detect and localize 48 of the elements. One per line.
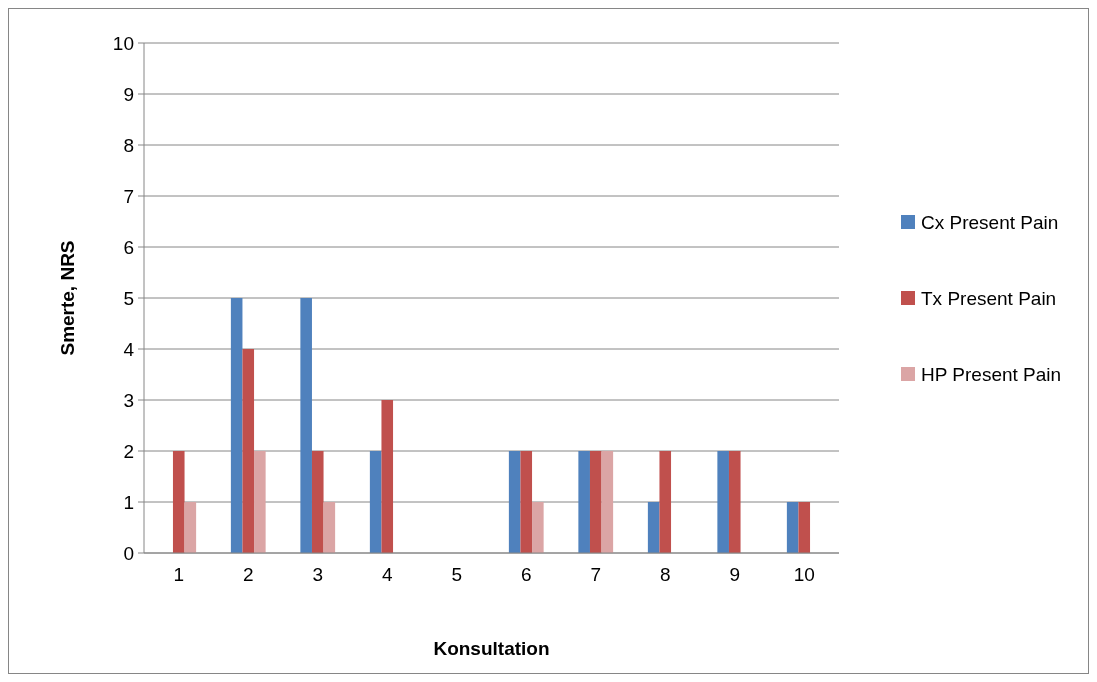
- bar: [798, 502, 811, 553]
- bar: [647, 502, 660, 553]
- bar: [532, 502, 544, 553]
- x-tick-label: 5: [451, 564, 463, 585]
- bar: [589, 451, 602, 553]
- bar: [508, 451, 521, 553]
- x-tick-label: 10: [793, 564, 815, 585]
- y-tick-label: 3: [123, 389, 134, 411]
- y-tick-label: 0: [123, 542, 134, 564]
- legend-label: Tx Present Pain: [921, 287, 1057, 309]
- x-axis-title: Konsultation: [433, 638, 550, 659]
- bar: [601, 451, 614, 553]
- bar: [184, 502, 197, 553]
- x-tick-label: 6: [520, 564, 532, 585]
- y-tick-label: 9: [123, 83, 134, 105]
- bar: [311, 451, 324, 553]
- bar: [230, 298, 243, 553]
- y-tick-label: 1: [123, 491, 134, 513]
- bar: [717, 451, 729, 553]
- bar: [520, 451, 533, 553]
- y-tick-label: 10: [112, 32, 134, 54]
- bar: [659, 451, 672, 553]
- y-tick-label: 7: [123, 185, 134, 207]
- x-tick-label: 8: [659, 564, 671, 585]
- x-tick-label: 1: [173, 564, 185, 585]
- x-tick-label: 9: [729, 564, 741, 585]
- bar: [381, 400, 394, 553]
- y-axis-title: Smerte, NRS: [57, 240, 78, 356]
- legend-label: Cx Present Pain: [921, 211, 1059, 233]
- bar: [728, 451, 741, 553]
- x-tick-label: 7: [590, 564, 602, 585]
- y-tick-label: 5: [123, 287, 134, 309]
- x-tick-label: 3: [312, 564, 324, 585]
- bar: [786, 502, 799, 553]
- bar: [172, 451, 185, 553]
- bar: [369, 451, 382, 553]
- y-tick-label: 4: [123, 338, 135, 360]
- legend-label: HP Present Pain: [921, 363, 1062, 385]
- y-tick-label: 8: [123, 134, 134, 156]
- bar: [254, 451, 266, 553]
- y-tick-label: 2: [123, 440, 134, 462]
- bar: [323, 502, 336, 553]
- y-tick-label: 6: [123, 236, 134, 258]
- bar: [578, 451, 590, 553]
- bar: [300, 298, 312, 553]
- bar: [242, 349, 255, 553]
- x-tick-label: 4: [381, 564, 393, 585]
- x-tick-label: 2: [242, 564, 254, 585]
